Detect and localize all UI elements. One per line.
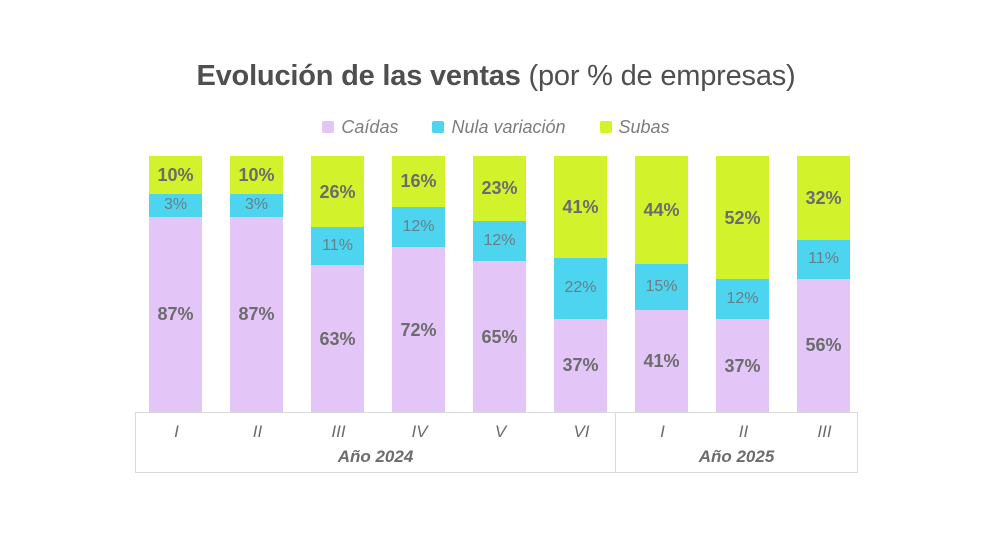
segment-nula-variacion: 11% bbox=[311, 227, 364, 266]
segment-caidas: 37% bbox=[716, 319, 769, 412]
legend-label-caidas: Caídas bbox=[341, 116, 399, 137]
x-tick-label: III bbox=[817, 422, 832, 441]
segment-subas: 52% bbox=[716, 156, 769, 280]
stacked-bar-2: 87% 3% 10% bbox=[230, 155, 283, 412]
segment-subas: 44% bbox=[635, 156, 688, 264]
stacked-bar-9: 56% 11% 32% bbox=[797, 156, 850, 412]
segment-caidas: 63% bbox=[311, 265, 364, 412]
segment-nula-variacion: 12% bbox=[473, 220, 526, 262]
segment-caidas: 87% bbox=[149, 216, 202, 412]
segment-value-label: 87% bbox=[238, 304, 275, 325]
segment-subas: 23% bbox=[473, 156, 526, 221]
segment-nula-variacion: 12% bbox=[392, 206, 445, 248]
legend-swatch-nula-variacion-icon bbox=[432, 121, 445, 133]
segment-value-label: 65% bbox=[481, 326, 518, 347]
x-axis-group-2025: Año 2025 bbox=[616, 413, 857, 472]
segment-value-label: 41% bbox=[643, 351, 680, 372]
segment-value-label: 23% bbox=[481, 178, 518, 199]
stacked-bar-4: 72% 12% 16% bbox=[392, 156, 445, 412]
segment-value-label: 37% bbox=[724, 355, 761, 376]
segment-value-label: 72% bbox=[400, 319, 437, 340]
legend-item-caidas: Caídas bbox=[322, 117, 398, 138]
segment-nula-variacion: 22% bbox=[554, 257, 607, 319]
segment-nula-variacion: 15% bbox=[635, 263, 688, 311]
x-tick-label: II bbox=[252, 422, 263, 441]
segment-nula-variacion: 3% bbox=[149, 194, 202, 217]
legend-item-nula-variacion: Nula variación bbox=[432, 116, 566, 138]
segment-value-label: 32% bbox=[805, 187, 842, 208]
stacked-bar-1: 87% 3% 10% bbox=[149, 155, 202, 412]
x-axis-group-label-2024: Año 2024 bbox=[337, 447, 414, 466]
segment-value-label: 3% bbox=[244, 196, 269, 214]
segment-value-label: 41% bbox=[562, 196, 599, 217]
segment-value-label: 87% bbox=[157, 304, 194, 325]
x-tick-label: V bbox=[494, 422, 507, 441]
segment-value-label: 10% bbox=[238, 165, 275, 186]
segment-value-label: 37% bbox=[562, 355, 599, 376]
segment-nula-variacion: 11% bbox=[797, 239, 850, 279]
segment-value-label: 11% bbox=[322, 237, 353, 255]
segment-subas: 26% bbox=[311, 156, 364, 228]
chart-title: Evolución de las ventas (por % de empres… bbox=[0, 60, 992, 93]
legend-swatch-subas-icon bbox=[599, 121, 612, 133]
segment-value-label: 3% bbox=[163, 196, 188, 214]
chart-title-suffix: (por % de empresas) bbox=[520, 60, 796, 92]
x-axis: Año 2024 Año 2025 I II III IV V VI I II III bbox=[135, 412, 858, 473]
segment-value-label: 26% bbox=[319, 181, 356, 202]
legend: Caídas Nula variación Subas bbox=[0, 113, 992, 141]
segment-value-label: 16% bbox=[400, 171, 437, 192]
segment-value-label: 15% bbox=[645, 278, 678, 296]
segment-value-label: 12% bbox=[402, 217, 435, 235]
segment-value-label: 52% bbox=[724, 207, 761, 228]
stacked-bar-6: 37% 22% 41% bbox=[554, 156, 607, 412]
segment-subas: 41% bbox=[554, 156, 607, 258]
x-tick-label: VI bbox=[573, 422, 590, 441]
segment-value-label: 10% bbox=[157, 165, 194, 186]
segment-caidas: 72% bbox=[392, 247, 445, 412]
segment-value-label: 22% bbox=[564, 279, 597, 297]
segment-nula-variacion: 12% bbox=[716, 279, 769, 320]
segment-value-label: 12% bbox=[483, 232, 516, 250]
segment-caidas: 37% bbox=[554, 318, 607, 412]
x-tick-label: I bbox=[660, 422, 665, 441]
segment-caidas: 87% bbox=[230, 216, 283, 412]
stacked-bar-5: 65% 12% 23% bbox=[473, 156, 526, 412]
segment-subas: 16% bbox=[392, 156, 445, 207]
stacked-bar-7: 41% 15% 44% bbox=[635, 156, 688, 412]
segment-nula-variacion: 3% bbox=[230, 194, 283, 217]
x-tick-label: II bbox=[738, 422, 749, 441]
stacked-bar-8: 37% 12% 52% bbox=[716, 156, 769, 412]
x-tick-label: I bbox=[174, 422, 179, 441]
segment-value-label: 63% bbox=[319, 328, 356, 349]
legend-swatch-caidas-icon bbox=[322, 121, 335, 133]
plot-area: 87% 3% 10% 87% 3% 10% 63% 11% 26% 72% 12% 16% 65% 12%… bbox=[135, 155, 858, 412]
segment-value-label: 12% bbox=[726, 290, 759, 308]
chart-title-main: Evolución de las ventas bbox=[196, 60, 521, 92]
segment-value-label: 56% bbox=[805, 335, 842, 356]
segment-caidas: 41% bbox=[635, 310, 688, 412]
segment-value-label: 44% bbox=[643, 199, 680, 220]
legend-label-nula-variacion: Nula variación bbox=[451, 116, 566, 137]
stacked-bar-3: 63% 11% 26% bbox=[311, 156, 364, 412]
segment-subas: 10% bbox=[149, 155, 202, 195]
segment-caidas: 56% bbox=[797, 278, 850, 412]
segment-subas: 10% bbox=[230, 155, 283, 195]
legend-label-subas: Subas bbox=[618, 116, 670, 137]
segment-value-label: 11% bbox=[808, 250, 839, 268]
segment-caidas: 65% bbox=[473, 261, 526, 412]
legend-item-subas: Subas bbox=[599, 116, 670, 138]
x-tick-label: IV bbox=[411, 422, 428, 441]
x-tick-label: III bbox=[331, 422, 346, 441]
segment-subas: 32% bbox=[797, 156, 850, 240]
x-axis-group-label-2025: Año 2025 bbox=[698, 447, 775, 466]
x-axis-group-2024: Año 2024 bbox=[136, 413, 616, 472]
